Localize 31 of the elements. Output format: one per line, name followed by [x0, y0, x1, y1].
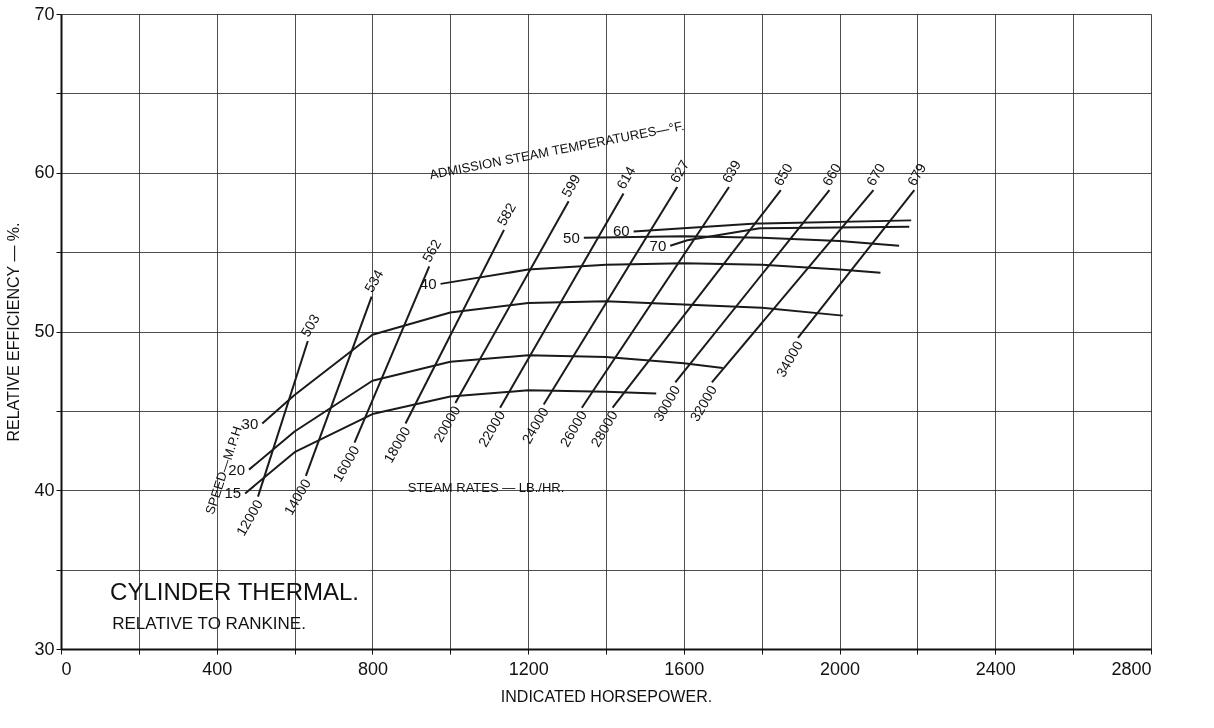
x-tick-label: 800: [357, 658, 388, 679]
series-label: 50: [563, 228, 580, 246]
annotation: 650: [770, 160, 796, 189]
annotation: 562: [418, 236, 445, 265]
x-tick-label: 2000: [820, 658, 861, 679]
x-axis-title: INDICATED HORSEPOWER.: [500, 687, 713, 705]
series-label: 60: [612, 222, 630, 240]
y-tick-label: 50: [34, 321, 55, 341]
y-tick-label: 30: [34, 638, 55, 659]
y-tick-label: 60: [34, 162, 55, 183]
annotation: 503: [297, 311, 323, 340]
series-label: 30: [241, 414, 259, 432]
series-label: 70: [649, 236, 667, 254]
x-tick-label: 2400: [975, 658, 1016, 679]
annotation: 660: [818, 160, 845, 189]
x-tick-label: 400: [202, 658, 233, 679]
annotation: 582: [493, 199, 520, 229]
annotation: 670: [862, 160, 889, 189]
annotation: 679: [903, 160, 930, 189]
x-tick-label: 1600: [664, 658, 705, 679]
annotation: 639: [718, 157, 745, 186]
annotation: 599: [558, 171, 584, 200]
y-axis-title: RELATIVE EFFICIENCY — %.: [5, 222, 23, 442]
x-tick-label: 1200: [508, 658, 549, 679]
annotation: 627: [666, 157, 693, 186]
x-tick-label: 2800: [1111, 658, 1152, 679]
y-tick-label: 70: [34, 3, 55, 24]
x-tick-label: 0: [61, 658, 72, 679]
annotation: 534: [361, 266, 387, 295]
y-tick-label: 40: [34, 479, 55, 500]
annotation: 614: [612, 163, 639, 192]
